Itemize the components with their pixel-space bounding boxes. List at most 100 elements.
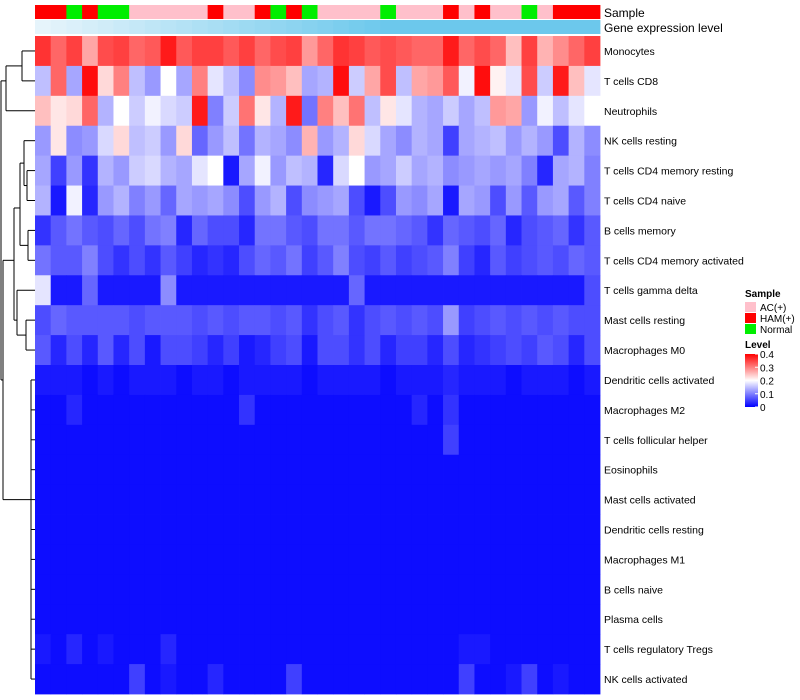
heatmap-cell	[521, 215, 538, 246]
heatmap-cell	[301, 424, 318, 456]
heatmap-cell	[458, 544, 475, 575]
heatmap-cell	[380, 36, 397, 67]
heatmap-cell	[443, 634, 460, 665]
heatmap-cell	[333, 125, 350, 157]
heatmap-cell	[490, 574, 507, 605]
heatmap-cell	[270, 95, 287, 127]
heatmap-cell	[411, 215, 428, 246]
heatmap-cell	[490, 36, 507, 67]
legend-swatch-normal	[745, 324, 756, 334]
heatmap-cell	[584, 65, 601, 97]
heatmap-cell	[82, 634, 99, 665]
heatmap-cell	[113, 275, 130, 306]
expression-annotation-cell	[364, 20, 381, 34]
heatmap-cell	[568, 305, 585, 336]
heatmap-cell	[207, 335, 224, 366]
heatmap-cell	[176, 454, 193, 486]
heatmap-cell	[521, 664, 538, 695]
legend-tick-label: 0.3	[760, 363, 774, 374]
heatmap-cell	[176, 574, 193, 605]
heatmap-cell	[474, 604, 491, 635]
heatmap-cell	[552, 664, 570, 695]
heatmap-cell	[395, 275, 413, 306]
heatmap-cell	[348, 275, 365, 306]
heatmap-cell	[380, 394, 397, 426]
heatmap-cell	[113, 245, 130, 276]
heatmap-cell	[286, 664, 303, 695]
heatmap-cell	[411, 335, 428, 366]
heatmap-cell	[129, 574, 146, 605]
heatmap-cell	[584, 36, 601, 67]
heatmap-cell	[223, 604, 240, 635]
heatmap-cell	[443, 484, 460, 515]
heatmap-cell	[380, 544, 397, 575]
heatmap-cell	[301, 664, 318, 695]
heatmap-cell	[113, 424, 130, 456]
heatmap-cell	[207, 155, 224, 186]
row-label: T cells CD4 naive	[604, 196, 686, 208]
heatmap-cell	[317, 125, 334, 157]
heatmap-cell	[97, 514, 114, 545]
heatmap-cell	[301, 514, 318, 545]
heatmap-cell	[521, 394, 538, 426]
heatmap-cell	[395, 484, 413, 515]
heatmap-cell	[160, 215, 177, 246]
heatmap-cell	[505, 155, 522, 186]
heatmap-cell	[474, 634, 491, 665]
heatmap-cell	[207, 95, 224, 127]
heatmap-cell	[270, 275, 287, 306]
heatmap-cell	[568, 484, 585, 515]
heatmap-cell	[176, 394, 193, 426]
heatmap-cell	[50, 95, 67, 127]
heatmap-cell	[552, 305, 570, 336]
sample-annotation-cell	[458, 5, 475, 19]
heatmap-cell	[584, 125, 601, 157]
heatmap-cell	[537, 365, 554, 396]
heatmap-cell	[160, 664, 177, 695]
heatmap-cell	[113, 634, 130, 665]
heatmap-cell	[443, 394, 460, 426]
heatmap-cell	[474, 335, 491, 366]
heatmap-cell	[82, 484, 99, 515]
heatmap-cell	[427, 544, 444, 575]
heatmap-cell	[474, 65, 491, 97]
heatmap-cell	[505, 604, 522, 635]
heatmap-cell	[411, 574, 428, 605]
heatmap-cell	[505, 65, 522, 97]
heatmap-cell	[239, 574, 256, 605]
heatmap-cell	[458, 394, 475, 426]
heatmap-cell	[490, 664, 507, 695]
heatmap-cell	[395, 664, 413, 695]
heatmap-cell	[66, 394, 83, 426]
sample-annotation-cell	[443, 5, 460, 19]
heatmap-cell	[82, 305, 99, 336]
heatmap-cell	[333, 65, 350, 97]
heatmap-cell	[113, 365, 130, 396]
heatmap-cell	[584, 185, 601, 216]
heatmap-cell	[474, 185, 491, 216]
heatmap-cell	[160, 245, 177, 276]
heatmap-cell	[191, 634, 209, 665]
heatmap-cell	[176, 125, 193, 157]
heatmap-cell	[458, 335, 475, 366]
heatmap-cell	[521, 484, 538, 515]
heatmap-cell	[395, 424, 413, 456]
heatmap-cell	[50, 454, 67, 486]
heatmap-cell	[458, 424, 475, 456]
heatmap-cell	[82, 454, 99, 486]
heatmap-cell	[317, 574, 334, 605]
heatmap-cell	[207, 305, 224, 336]
heatmap-cell	[505, 574, 522, 605]
heatmap-cell	[317, 394, 334, 426]
heatmap-cell	[207, 424, 224, 456]
heatmap-cell	[144, 544, 161, 575]
heatmap-cell	[537, 514, 554, 545]
heatmap-cell	[254, 424, 271, 456]
heatmap-cell	[301, 65, 318, 97]
heatmap-cell	[395, 574, 413, 605]
heatmap-cell	[395, 305, 413, 336]
heatmap-cell	[395, 544, 413, 575]
heatmap-cell	[490, 394, 507, 426]
heatmap-cell	[552, 155, 570, 186]
heatmap-cell	[286, 544, 303, 575]
